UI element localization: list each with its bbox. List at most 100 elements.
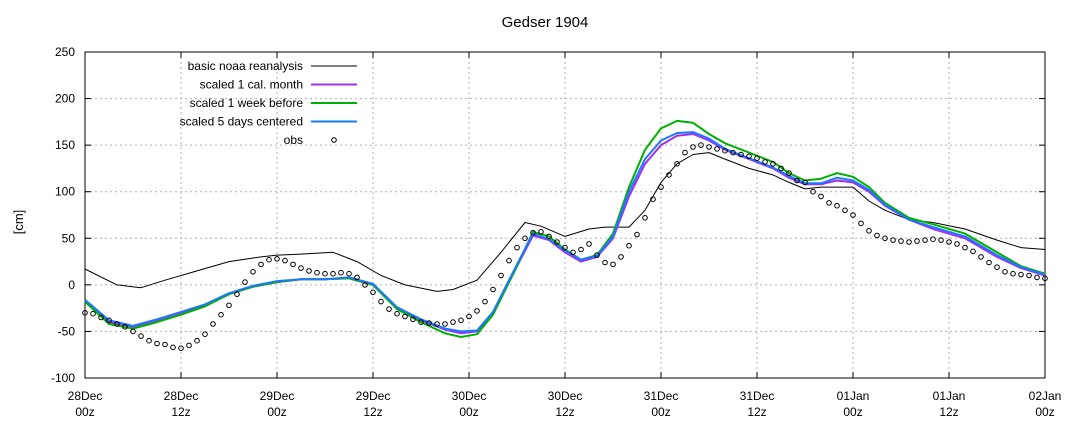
obs-point xyxy=(626,242,632,249)
x-tick-label-date: 01Jan xyxy=(933,389,966,403)
obs-point xyxy=(290,261,296,268)
obs-point xyxy=(586,241,592,247)
obs-point xyxy=(618,254,624,260)
obs-point xyxy=(762,159,768,165)
obs-point xyxy=(554,239,560,245)
obs-point xyxy=(970,248,976,255)
y-tick-label: -100 xyxy=(51,371,75,385)
obs-point xyxy=(498,272,504,279)
y-tick-label: 150 xyxy=(55,138,75,152)
y-tick-label: 200 xyxy=(55,92,75,106)
obs-point xyxy=(218,311,224,318)
obs-point xyxy=(842,207,848,214)
obs-point xyxy=(450,319,456,325)
obs-point xyxy=(570,249,576,256)
obs-point xyxy=(538,229,544,235)
obs-point xyxy=(210,321,216,327)
obs-point xyxy=(138,333,144,339)
obs-point xyxy=(802,179,808,186)
obs-point xyxy=(978,254,984,260)
x-tick-label-hour: 00z xyxy=(459,405,478,419)
obs-point xyxy=(954,241,960,247)
obs-point xyxy=(306,268,312,274)
obs-point xyxy=(98,314,104,321)
obs-point xyxy=(386,306,392,312)
obs-point xyxy=(282,257,288,264)
obs-point xyxy=(610,261,616,268)
obs-point xyxy=(338,269,344,276)
obs-point xyxy=(130,328,136,335)
x-tick-label-date: 29Dec xyxy=(260,389,295,403)
obs-point xyxy=(314,269,320,276)
obs-point xyxy=(706,144,712,150)
obs-point xyxy=(650,196,656,202)
legend-label-obs: obs xyxy=(284,133,303,147)
x-tick-label-date: 31Dec xyxy=(740,389,775,403)
x-tick-label-hour: 00z xyxy=(75,405,94,419)
obs-point xyxy=(154,340,160,347)
series-line-scaled-5-days-centered xyxy=(84,131,1046,333)
x-tick-label-hour: 12z xyxy=(747,405,766,419)
obs-point xyxy=(930,236,936,242)
obs-point xyxy=(330,270,336,277)
y-tick-label: 100 xyxy=(55,185,75,199)
obs-point xyxy=(754,155,760,161)
obs-point xyxy=(994,264,1000,271)
y-tick-label: -50 xyxy=(58,324,76,338)
obs-point xyxy=(578,246,584,253)
obs-point xyxy=(898,238,904,244)
obs-point xyxy=(722,147,728,154)
x-tick-label-date: 29Dec xyxy=(356,389,391,403)
obs-point xyxy=(1034,274,1040,281)
obs-point xyxy=(114,321,120,327)
obs-point xyxy=(1010,270,1016,277)
obs-point xyxy=(778,165,784,172)
obs-point xyxy=(458,317,464,324)
legend-label-basic-noaa-reanalysis: basic noaa reanalysis xyxy=(188,59,303,73)
x-tick-label-hour: 00z xyxy=(267,405,286,419)
obs-point xyxy=(346,270,352,277)
plot-series xyxy=(82,119,1048,352)
obs-point xyxy=(658,184,664,190)
obs-point xyxy=(266,256,272,263)
obs-point xyxy=(482,298,488,305)
obs-point xyxy=(850,212,856,218)
obs-point xyxy=(890,237,896,243)
obs-point xyxy=(514,244,520,251)
obs-point xyxy=(866,228,872,234)
obs-point xyxy=(794,177,800,184)
obs-point xyxy=(1018,271,1024,278)
x-tick-label-date: 30Dec xyxy=(548,389,583,403)
obs-point xyxy=(426,320,432,326)
obs-point xyxy=(562,244,568,251)
obs-point xyxy=(90,310,96,317)
obs-point xyxy=(746,153,752,160)
legend-label-scaled-1-week-before: scaled 1 week before xyxy=(190,96,304,110)
obs-point xyxy=(666,172,672,178)
legend: basic noaa reanalysis scaled 1 cal. month… xyxy=(180,59,357,147)
x-tick-label-hour: 00z xyxy=(1035,405,1054,419)
obs-point xyxy=(786,170,792,176)
obs-point xyxy=(162,341,168,348)
x-tick-label-date: 28Dec xyxy=(164,389,199,403)
obs-point xyxy=(258,261,264,268)
obs-point xyxy=(234,291,240,298)
obs-point xyxy=(594,252,600,258)
obs-point xyxy=(690,144,696,150)
obs-point xyxy=(730,149,736,156)
x-tick-label-hour: 00z xyxy=(843,405,862,419)
obs-point xyxy=(194,337,200,344)
obs-point xyxy=(922,237,928,243)
obs-point xyxy=(490,286,496,293)
obs-point xyxy=(394,310,400,317)
obs-point xyxy=(1026,272,1032,279)
obs-point xyxy=(474,308,480,314)
x-tick-label-hour: 12z xyxy=(363,405,382,419)
obs-point xyxy=(682,149,688,156)
obs-point xyxy=(442,321,448,327)
obs-point xyxy=(170,344,176,351)
obs-point xyxy=(370,289,376,296)
obs-point xyxy=(1002,269,1008,275)
obs-point xyxy=(362,282,368,288)
legend-label-scaled-5-days-centered: scaled 5 days centered xyxy=(180,115,303,129)
